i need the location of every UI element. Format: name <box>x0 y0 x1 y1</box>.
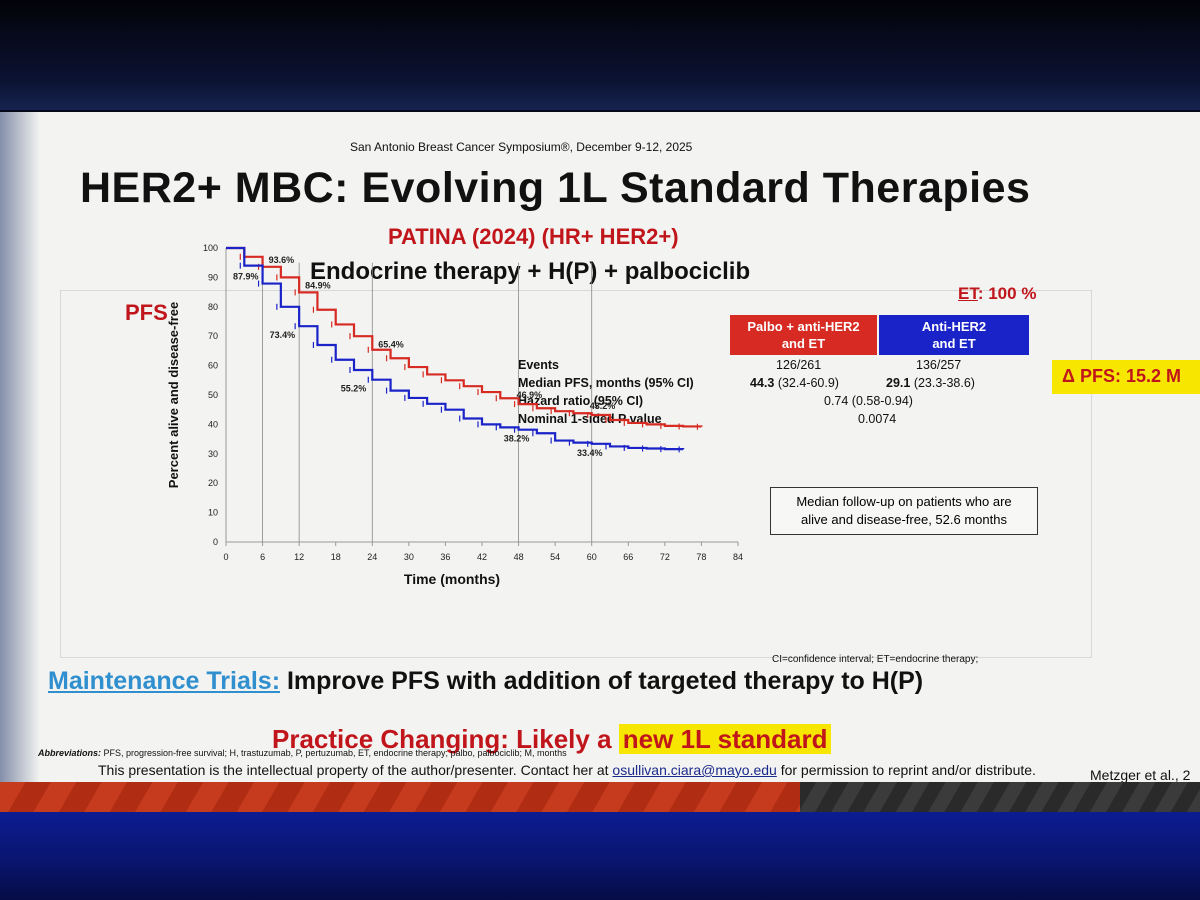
followup-line1: Median follow-up on patients who are <box>796 494 1012 509</box>
x-tick-label: 48 <box>514 552 524 562</box>
x-axis-title: Time (months) <box>404 571 500 587</box>
y-tick-label: 60 <box>208 361 218 371</box>
y-tick-label: 90 <box>208 272 218 282</box>
conference-banner-dark <box>800 782 1200 812</box>
contact-email-link[interactable]: osullivan.ciara@mayo.edu <box>612 762 777 778</box>
y-tick-label: 80 <box>208 302 218 312</box>
legend-control-arm: Anti-HER2 and ET <box>879 315 1029 355</box>
x-tick-label: 54 <box>550 552 560 562</box>
stat-label-median: Median PFS, months (95% CI) <box>518 376 694 390</box>
p-value: 0.0074 <box>858 412 897 426</box>
x-tick-label: 0 <box>223 552 228 562</box>
landmark-label: 46.9% <box>517 390 543 400</box>
x-tick-label: 42 <box>477 552 487 562</box>
maintenance-trials-link[interactable]: Maintenance Trials: <box>48 667 281 695</box>
legend-palbo-arm: Palbo + anti-HER2 and ET <box>730 315 877 355</box>
presentation-slide: San Antonio Breast Cancer Symposium®, De… <box>0 112 1200 812</box>
y-axis-title: Percent alive and disease-free <box>166 302 181 488</box>
km-plot: 0 6 12 18 24 30 36 42 48 54 60 66 72 78 84 0 10 20 30 40 50 6… <box>166 243 743 587</box>
y-tick-label: 0 <box>213 537 218 547</box>
ip-notice: This presentation is the intellectual pr… <box>98 762 1036 778</box>
palbo-median-ci: (32.4-60.9) <box>774 376 839 390</box>
x-tick-label: 78 <box>696 552 706 562</box>
abbreviations: Abbreviations: PFS, progression-free sur… <box>38 748 567 758</box>
landmark-label: 33.4% <box>577 448 603 458</box>
hazard-ratio-value: 0.74 (0.58-0.94) <box>824 394 913 408</box>
practice-prefix: Practice Changing: Likely a <box>272 724 619 754</box>
stat-label-hr: Hazard ratio (95% CI) <box>518 394 644 408</box>
followup-note: Median follow-up on patients who are ali… <box>770 487 1038 535</box>
y-tick-label: 30 <box>208 449 218 459</box>
x-tick-label: 72 <box>660 552 670 562</box>
reference-citation: Metzger et al., 2 <box>1090 767 1191 783</box>
landmark-label: 65.4% <box>378 340 404 350</box>
stat-label-events: Events <box>518 358 559 372</box>
control-median-pfs: 29.1 (23.3-38.6) <box>886 376 975 390</box>
slide-title: HER2+ MBC: Evolving 1L Standard Therapie… <box>80 164 1031 212</box>
et-label: ET <box>958 284 978 303</box>
x-tick-label: 30 <box>404 552 414 562</box>
stat-label-pvalue: Nominal 1-sided P value <box>518 412 662 426</box>
km-curve-palbo <box>226 246 703 428</box>
x-tick-label: 36 <box>440 552 450 562</box>
et-percent-label: ET: 100 % <box>958 284 1036 304</box>
km-chart-panel <box>60 290 1092 658</box>
legend-control-line1: Anti-HER2 <box>921 319 987 334</box>
control-events: 136/257 <box>916 358 962 372</box>
y-tick-label: 70 <box>208 331 218 341</box>
landmark-label: 38.2% <box>504 434 530 444</box>
pfs-panel-label: PFS <box>125 300 168 325</box>
control-median-value: 29.1 <box>886 376 911 390</box>
delta-pfs-callout: Δ PFS: 15.2 M <box>1052 360 1200 394</box>
trial-name: PATINA (2024) (HR+ HER2+) <box>388 224 679 249</box>
palbo-median-value: 44.3 <box>750 376 775 390</box>
palbo-median-pfs: 44.3 (32.4-60.9) <box>750 376 839 390</box>
legend-palbo-line2: and ET <box>781 336 826 351</box>
followup-line2: alive and disease-free, 52.6 months <box>801 512 1007 527</box>
km-curve-control <box>226 246 685 451</box>
stage-backdrop-bottom <box>0 800 1200 900</box>
stage-backdrop-top <box>0 0 1200 110</box>
ip-suffix: for permission to reprint and/or distrib… <box>776 762 1036 778</box>
maintenance-text: Improve PFS with addition of targeted th… <box>280 667 924 695</box>
y-tick-label: 20 <box>208 478 218 488</box>
practice-highlight: new 1L standard <box>618 724 832 754</box>
ip-text: This presentation is the intellectual pr… <box>98 762 613 778</box>
delta-pfs-text: Δ PFS: 15.2 M <box>1062 366 1181 386</box>
practice-changing-statement: Practice Changing: Likely a new 1L stand… <box>272 724 832 755</box>
landmark-label: 73.4% <box>270 330 296 340</box>
conference-header: San Antonio Breast Cancer Symposium®, De… <box>350 140 693 154</box>
landmark-label: 43.2% <box>590 401 616 411</box>
maintenance-statement: Maintenance Trials: Improve PFS with add… <box>48 667 923 696</box>
y-tick-label: 10 <box>208 508 218 518</box>
palbo-events: 126/261 <box>776 358 822 372</box>
landmark-label: 87.9% <box>233 272 259 282</box>
landmark-label: 84.9% <box>305 280 331 290</box>
abbreviations-text: PFS, progression-free survival; H, trast… <box>101 748 567 758</box>
footnote-text: CI=confidence interval; ET=endocrine the… <box>772 654 979 665</box>
x-tick-label: 12 <box>294 552 304 562</box>
x-tick-label: 66 <box>623 552 633 562</box>
et-value: : 100 % <box>977 284 1037 303</box>
legend-control-line2: and ET <box>932 336 976 351</box>
x-tick-label: 84 <box>733 552 743 562</box>
landmark-label: 93.6% <box>269 255 295 265</box>
slide-edge-shadow <box>0 112 40 812</box>
control-median-ci: (23.3-38.6) <box>910 376 975 390</box>
landmark-label: 55.2% <box>341 384 367 394</box>
y-tick-label: 50 <box>208 390 218 400</box>
x-tick-label: 18 <box>331 552 341 562</box>
legend-palbo-line1: Palbo + anti-HER2 <box>747 319 860 334</box>
x-tick-label: 6 <box>260 552 265 562</box>
x-tick-label: 24 <box>367 552 377 562</box>
abbreviations-label: Abbreviations: <box>38 748 102 758</box>
x-tick-label: 60 <box>587 552 597 562</box>
y-tick-label: 100 <box>203 243 218 253</box>
y-tick-label: 40 <box>208 419 218 429</box>
regimen-text: Endocrine therapy + H(P) + palbociclib <box>310 258 751 285</box>
